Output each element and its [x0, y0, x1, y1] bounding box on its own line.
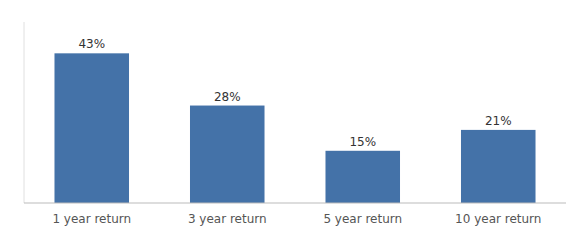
x-axis-line [24, 203, 566, 204]
data-label: 21% [485, 114, 512, 128]
data-label: 15% [349, 135, 376, 149]
x-tick-label: 10 year return [455, 212, 541, 226]
x-tick-label: 1 year return [52, 212, 131, 226]
bar [190, 106, 265, 203]
x-tick-label: 5 year return [323, 212, 402, 226]
x-tick-label: 3 year return [188, 212, 267, 226]
chart-container: 43% 28% 15% 21% 1 year return 3 year return 5 … [0, 0, 580, 239]
bar [325, 151, 400, 203]
bar [54, 53, 129, 203]
bar [461, 130, 536, 203]
data-label: 28% [214, 90, 241, 104]
y-axis-line [24, 22, 25, 203]
bars [54, 53, 535, 203]
data-label: 43% [78, 37, 105, 51]
chart: 43% 28% 15% 21% 1 year return 3 year return 5 … [0, 0, 580, 239]
